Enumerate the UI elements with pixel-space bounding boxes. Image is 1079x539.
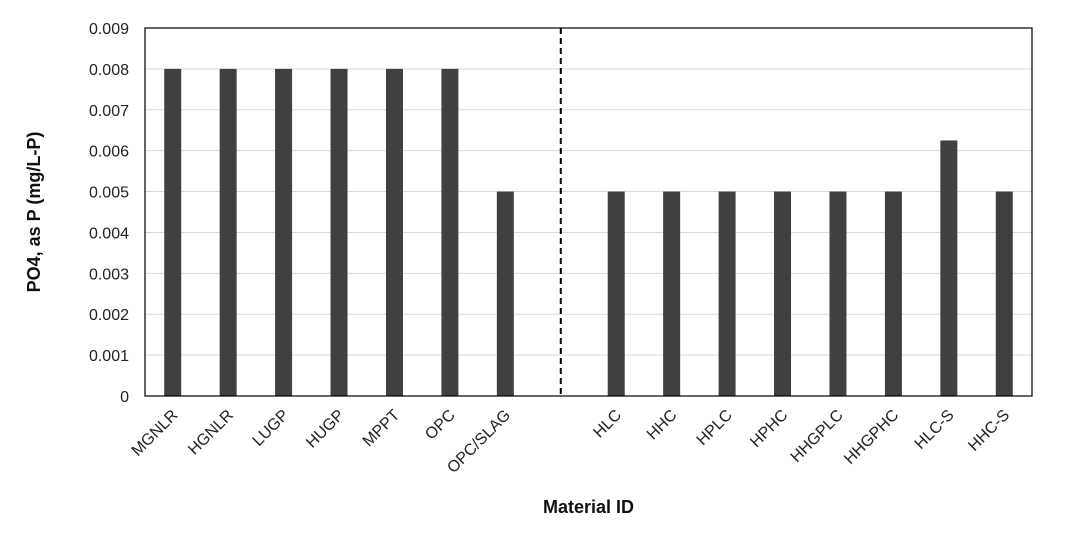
bar <box>607 191 625 396</box>
y-tick-label: 0.009 <box>89 21 129 38</box>
x-tick-label: HHC-S <box>965 407 1013 455</box>
x-tick-label: HHC <box>644 407 681 444</box>
bar <box>219 68 237 396</box>
y-tick-label: 0.004 <box>89 225 129 242</box>
bar <box>441 68 459 396</box>
bar <box>663 191 681 396</box>
x-axis-title: Material ID <box>543 497 634 517</box>
x-tick-label: LUGP <box>250 407 293 450</box>
x-tick-label: HGNLR <box>185 407 237 459</box>
y-tick-label: 0.001 <box>89 348 129 365</box>
y-tick-label: 0.005 <box>89 185 129 202</box>
x-tick-label: HLC-S <box>912 407 958 453</box>
x-tick-label: OPC <box>422 407 459 444</box>
y-tick-label: 0.008 <box>89 62 129 79</box>
x-tick-label: HPHC <box>747 407 791 451</box>
bar <box>275 68 293 396</box>
y-tick-label: 0 <box>120 389 129 406</box>
x-tick-label: HHGPLC <box>788 407 847 466</box>
y-tick-label: 0.002 <box>89 307 129 324</box>
bar <box>829 191 847 396</box>
y-tick-label: 0.007 <box>89 103 129 120</box>
bar <box>774 191 792 396</box>
x-tick-label: HUGP <box>303 407 348 452</box>
bar <box>496 191 514 396</box>
y-axis-title: PO4, as P (mg/L-P) <box>24 132 44 293</box>
bars <box>164 68 1013 396</box>
bar <box>940 140 958 396</box>
bar <box>884 191 902 396</box>
x-tick-label: MGNLR <box>129 407 182 460</box>
y-axis-ticks: 0 0.001 0.002 0.003 0.004 0.005 0.006 0.007 0.00… <box>89 21 129 406</box>
bar <box>164 68 182 396</box>
x-tick-label: HHGPHC <box>841 407 902 468</box>
x-tick-label: HPLC <box>694 407 736 449</box>
x-tick-label: HLC <box>590 407 625 442</box>
bar <box>330 68 348 396</box>
y-tick-label: 0.003 <box>89 266 129 283</box>
bar <box>385 68 403 396</box>
plot-area-frame <box>144 27 1033 397</box>
bar <box>718 191 736 396</box>
x-tick-label: MPPT <box>360 407 404 451</box>
y-tick-label: 0.006 <box>89 144 129 161</box>
bar <box>995 191 1013 396</box>
